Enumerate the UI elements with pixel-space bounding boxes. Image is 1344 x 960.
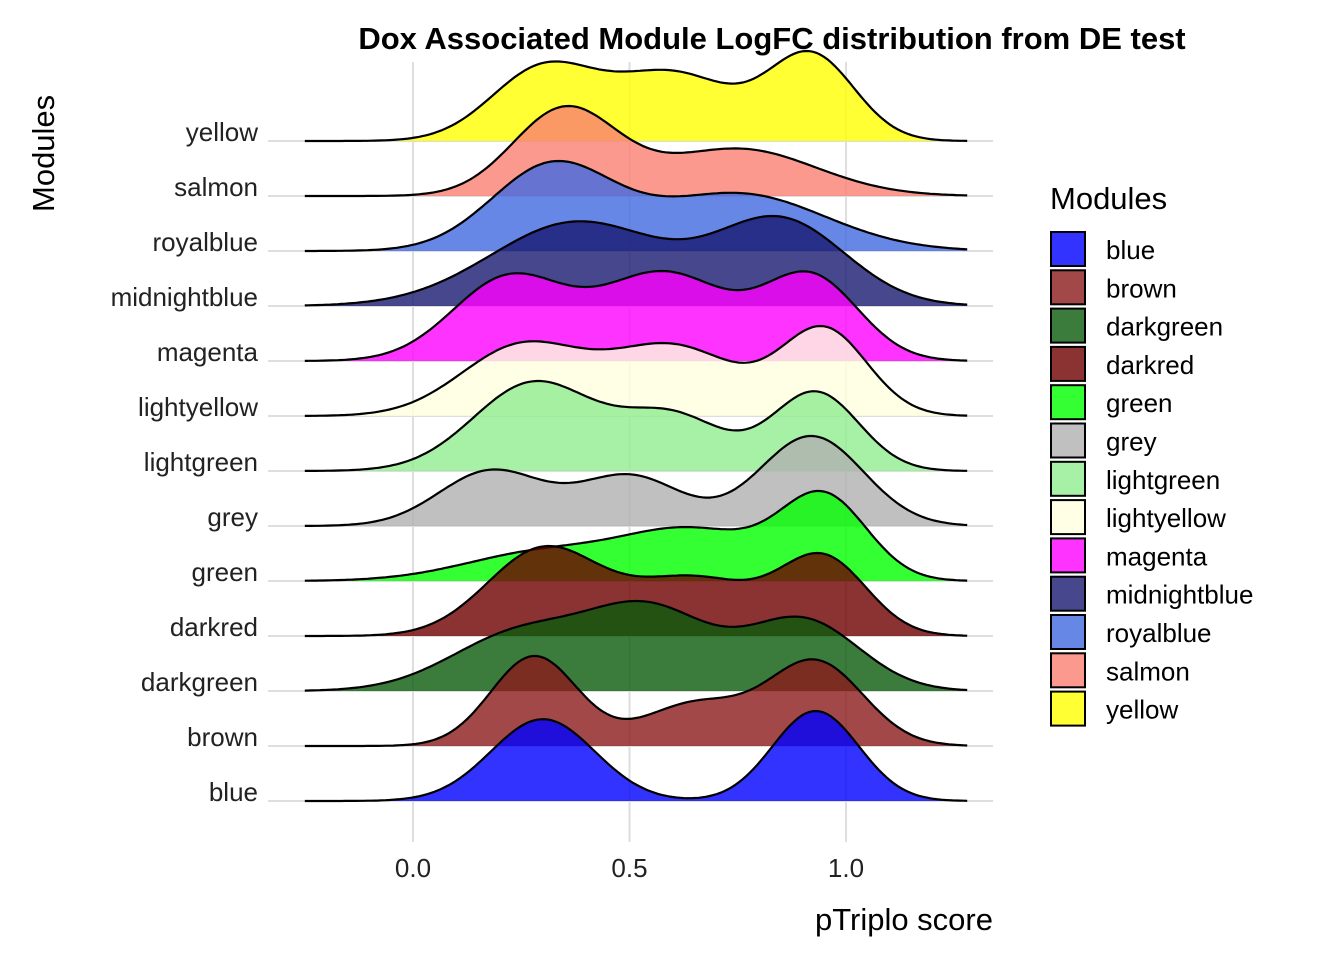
legend-label-midnightblue: midnightblue — [1106, 580, 1253, 610]
ridge-darkred — [304, 546, 968, 636]
ridge-outline-magenta — [304, 269, 968, 362]
legend-label-blue: blue — [1106, 235, 1155, 265]
y-tick-label-royalblue: royalblue — [152, 227, 258, 257]
legend-swatch-darkred — [1050, 345, 1086, 382]
legend-label-lightyellow: lightyellow — [1106, 503, 1226, 533]
legend-swatch-grey — [1050, 422, 1086, 459]
ridge-outline-lightgreen — [304, 379, 968, 472]
legend: Modules blue brown darkgreen darkred green gr… — [1050, 181, 1253, 727]
ridges — [304, 49, 968, 803]
ridge-outline-brown — [304, 654, 968, 748]
ridge-outline-lightyellow — [304, 324, 968, 417]
legend-swatch-salmon — [1050, 652, 1086, 689]
legend-label-royalblue: royalblue — [1106, 618, 1212, 648]
legend-swatch-lightgreen — [1050, 460, 1086, 497]
x-axis-title: pTriplo score — [815, 902, 993, 937]
ridge-outline-yellow — [304, 49, 968, 143]
legend-swatch-magenta — [1050, 537, 1086, 574]
ridge-outline-green — [304, 489, 968, 582]
ridge-outline-salmon — [304, 104, 968, 198]
legend-swatch-yellow — [1050, 690, 1086, 727]
y-tick-label-darkred: darkred — [170, 612, 258, 642]
y-tick-label-midnightblue: midnightblue — [111, 282, 258, 312]
legend-label-yellow: yellow — [1106, 695, 1178, 725]
legend-swatch-green — [1050, 384, 1086, 421]
legend-label-salmon: salmon — [1106, 656, 1190, 686]
legend-label-darkgreen: darkgreen — [1106, 312, 1223, 342]
ridge-outline-grey — [304, 434, 968, 527]
legend-label-darkred: darkred — [1106, 350, 1194, 380]
y-tick-label-yellow: yellow — [186, 117, 258, 147]
y-tick-label-blue: blue — [209, 777, 258, 807]
legend-swatch-lightyellow — [1050, 499, 1086, 536]
legend-swatch-midnightblue — [1050, 575, 1086, 612]
legend-label-lightgreen: lightgreen — [1106, 465, 1220, 495]
x-tick-label: 0.0 — [395, 853, 431, 883]
y-tick-label-magenta: magenta — [157, 337, 259, 367]
ridge-yellow — [304, 51, 968, 141]
ridge-outline-midnightblue — [304, 214, 968, 307]
y-tick-label-lightyellow: lightyellow — [138, 392, 258, 422]
y-tick-label-lightgreen: lightgreen — [144, 447, 258, 477]
ridge-outline-darkgreen — [304, 599, 968, 692]
legend-swatch-darkgreen — [1050, 307, 1086, 344]
ridge-outline-darkred — [304, 544, 968, 638]
y-tick-label-green: green — [192, 557, 259, 587]
y-axis-title: Modules — [26, 95, 61, 212]
x-tick-label: 1.0 — [828, 853, 864, 883]
ridge-outline-royalblue — [304, 159, 968, 253]
ridge-blue — [304, 711, 968, 801]
legend-label-green: green — [1106, 388, 1173, 418]
chart-title: Dox Associated Module LogFC distribution… — [358, 21, 1185, 56]
ridge-salmon — [304, 106, 968, 196]
y-tick-label-darkgreen: darkgreen — [141, 667, 258, 697]
legend-title: Modules — [1050, 181, 1167, 216]
x-tick-label: 0.5 — [611, 853, 647, 883]
legend-label-brown: brown — [1106, 273, 1177, 303]
y-tick-label-brown: brown — [187, 722, 258, 752]
y-tick-label-grey: grey — [207, 502, 258, 532]
ridge-outline-blue — [304, 709, 968, 803]
legend-swatch-brown — [1050, 269, 1086, 306]
legend-label-grey: grey — [1106, 427, 1157, 457]
y-tick-label-salmon: salmon — [174, 172, 258, 202]
legend-swatch-royalblue — [1050, 614, 1086, 650]
legend-label-magenta: magenta — [1106, 541, 1208, 571]
y-axis-tick-labels: yellow salmon royalblue midnightblue magenta… — [111, 117, 259, 807]
legend-swatch-blue — [1050, 231, 1086, 267]
x-axis-tick-labels: 0.0 0.5 1.0 — [395, 853, 864, 883]
